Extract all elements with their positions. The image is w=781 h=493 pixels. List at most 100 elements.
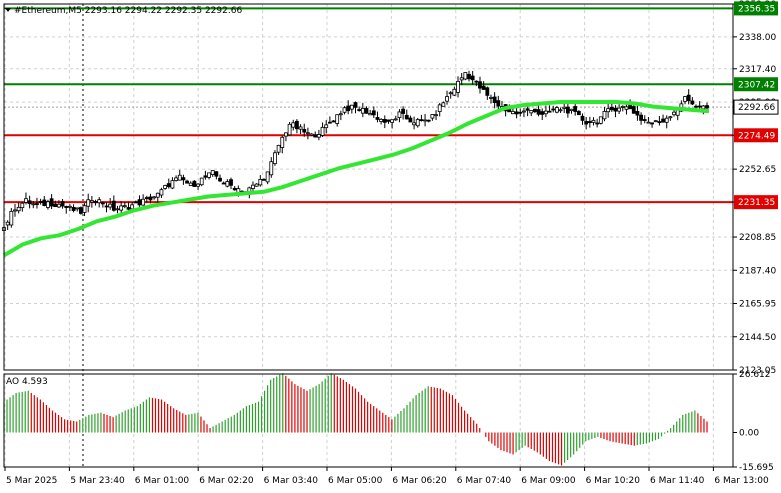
level-label-bg	[734, 1, 778, 16]
candle-body	[89, 200, 94, 203]
candle-body	[75, 207, 80, 210]
candle-body	[690, 100, 695, 105]
candle-body	[349, 104, 354, 110]
candle-body	[683, 96, 687, 102]
candle-body	[613, 107, 618, 112]
candle-body	[338, 113, 343, 116]
candle-body	[518, 111, 523, 114]
candle-body	[481, 85, 486, 90]
candle-body	[13, 209, 17, 212]
candle-body	[357, 109, 362, 111]
candle-body	[463, 72, 468, 80]
candle-body	[609, 106, 614, 111]
candle-body	[262, 178, 266, 181]
candle-body	[218, 177, 222, 182]
candle-body	[152, 196, 157, 199]
candle-body	[192, 180, 197, 187]
y-tick-label: 2208.85	[739, 233, 776, 243]
candle-body	[229, 179, 233, 186]
candle-body	[174, 177, 178, 181]
candle-body	[368, 113, 373, 116]
candle-body	[467, 73, 471, 80]
candle-body	[628, 105, 633, 110]
candle-body	[701, 105, 706, 110]
candle-body	[346, 105, 351, 112]
candle-body	[617, 107, 622, 112]
candle-body	[620, 105, 625, 108]
candle-body	[115, 208, 120, 211]
candle-body	[646, 121, 651, 124]
ao-pane-border	[3, 373, 734, 468]
candle-body	[382, 118, 387, 123]
x-tick-label: 6 Mar 06:20	[392, 476, 447, 486]
candle-body	[86, 199, 91, 207]
candle-body	[364, 108, 369, 114]
candle-body	[141, 198, 146, 206]
moving-average	[2, 100, 710, 258]
candle-body	[119, 205, 124, 211]
candle-body	[371, 110, 376, 116]
candle-body	[554, 107, 559, 113]
chart-menu-icon[interactable]	[5, 8, 11, 12]
candle-body	[16, 206, 21, 212]
candle-body	[31, 203, 36, 206]
candle-body	[133, 201, 138, 204]
y-tick-label: 2317.40	[739, 65, 776, 75]
level-label-bg	[734, 128, 778, 143]
candle-body	[525, 108, 530, 111]
current-price-bg	[733, 99, 779, 115]
candle-body	[379, 118, 384, 122]
candle-body	[122, 205, 127, 208]
candle-body	[595, 122, 600, 125]
candle-body	[705, 105, 709, 109]
x-tick-label: 5 Mar 2025	[6, 476, 57, 486]
y-tick-label: 2252.65	[739, 165, 776, 175]
candle-body	[485, 87, 490, 96]
ao-axis: 26.612 0.00 -15.695	[733, 370, 774, 473]
candle-body	[225, 181, 230, 187]
level-label: 2356.35	[738, 4, 775, 14]
level-label-bg	[734, 77, 778, 92]
candle-body	[126, 207, 131, 210]
x-tick-label: 6 Mar 07:40	[457, 476, 512, 486]
candle-body	[309, 133, 314, 136]
candle-body	[657, 121, 662, 124]
candle-body	[456, 80, 460, 93]
candle-body	[203, 175, 208, 178]
candle-body	[576, 110, 581, 116]
candle-body	[514, 111, 519, 115]
candle-body	[694, 105, 698, 108]
candle-body	[302, 129, 307, 133]
candle-body	[159, 189, 164, 196]
candle-body	[492, 96, 497, 103]
candle-body	[489, 97, 493, 99]
candle-body	[412, 122, 416, 126]
candle-body	[82, 205, 87, 213]
y-tick-label: 2338.00	[739, 33, 776, 43]
candle-body	[100, 202, 105, 205]
candle-body	[536, 109, 541, 115]
candle-body	[137, 199, 142, 206]
x-tick-label: 6 Mar 01:00	[135, 476, 190, 486]
candle-body	[522, 110, 526, 113]
ao-y-tick-label: 0.00	[739, 428, 759, 438]
candle-body	[57, 203, 61, 208]
candle-body	[276, 144, 281, 153]
candle-body	[459, 77, 464, 81]
candle-body	[269, 161, 274, 176]
candle-body	[584, 121, 589, 125]
candle-body	[214, 171, 219, 177]
candle-body	[624, 106, 629, 110]
time-axis: 5 Mar 2025 5 Mar 23:40 6 Mar 01:00 6 Mar 02…	[4, 467, 769, 486]
candle-body	[5, 221, 10, 226]
candle-body	[97, 199, 102, 204]
candle-body	[68, 205, 72, 208]
candle-body	[111, 200, 116, 211]
candle-body	[342, 107, 347, 113]
candle-body	[452, 88, 457, 96]
price-levels	[4, 7, 733, 204]
candle-body	[598, 116, 603, 124]
candle-body	[353, 102, 358, 108]
candle-body	[155, 192, 160, 198]
candle-body	[697, 105, 702, 108]
